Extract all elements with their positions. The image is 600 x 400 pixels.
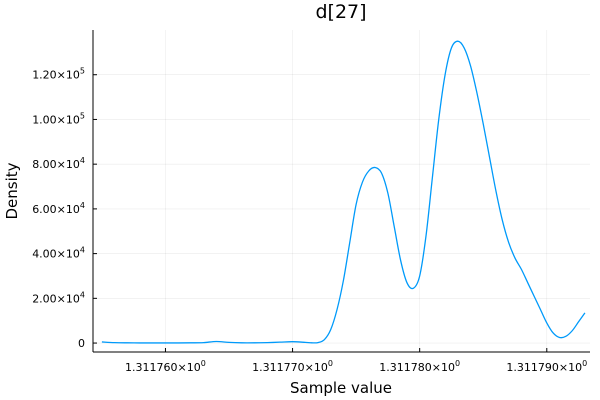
y-tick-label: 8.00×104 — [32, 156, 85, 171]
series-layer — [101, 40, 586, 344]
y-tick-label: 2.00×104 — [32, 290, 85, 305]
x-tick-label: 1.311760×100 — [125, 359, 206, 374]
x-tick-label: 1.311790×100 — [506, 359, 587, 374]
x-tick-label: 1.311770×100 — [252, 359, 333, 374]
grid-layer — [93, 30, 590, 352]
tick-layer: 1.311760×100 1.311770×100 1.311780×100 1.31… — [32, 67, 587, 374]
axis-layer — [92, 30, 590, 353]
y-tick-label: 4.00×104 — [32, 246, 85, 261]
chart-title: d[27] — [315, 1, 366, 23]
y-tick-label: 1.20×105 — [32, 67, 85, 82]
x-axis-title: Sample value — [290, 379, 392, 397]
y-axis-title: Density — [3, 162, 21, 219]
x-tick-label: 1.311780×100 — [379, 359, 460, 374]
y-tick-label: 1.00×105 — [32, 111, 85, 126]
y-tick-label: 6.00×104 — [32, 201, 85, 216]
density-series-line — [101, 40, 586, 344]
y-tick-label: 0 — [78, 337, 85, 350]
